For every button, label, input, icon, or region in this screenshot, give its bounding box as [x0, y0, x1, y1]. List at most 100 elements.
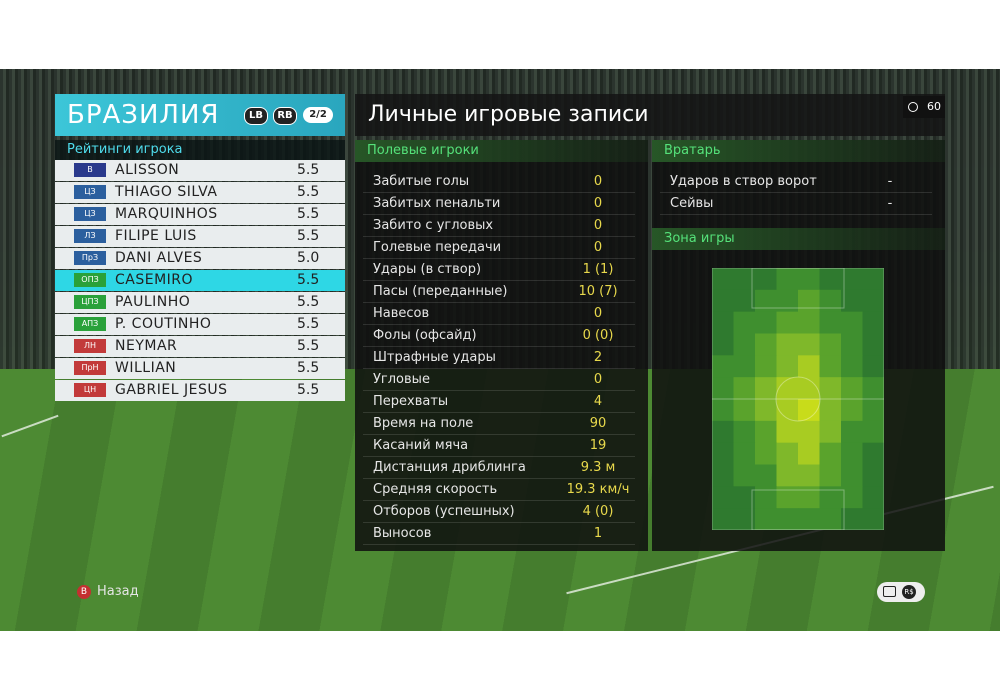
stat-value: 0 — [593, 306, 603, 321]
stat-value: - — [887, 174, 893, 189]
player-row[interactable]: ЦН GABRIEL JESUS 5.5 — [55, 380, 345, 401]
position-badge: ЦЗ — [74, 207, 106, 221]
pitch-marking — [751, 489, 845, 530]
section-title: Зона игры — [652, 228, 945, 250]
stat-label: Фолы (офсайд) — [373, 328, 477, 343]
heat-cell — [776, 508, 799, 530]
player-rating: 5.5 — [297, 338, 320, 354]
team-header: БРАЗИЛИЯ LB RB 2/2 — [55, 94, 345, 136]
pitch-marking — [775, 376, 821, 422]
heat-cell — [733, 333, 756, 356]
player-row[interactable]: ПрН WILLIAN 5.5 — [55, 358, 345, 379]
heat-cell — [841, 508, 863, 530]
heat-cell — [755, 399, 777, 422]
player-rating: 5.5 — [297, 184, 320, 200]
heat-cell — [776, 311, 799, 334]
heat-cell — [712, 442, 734, 465]
player-row[interactable]: В ALISSON 5.5 — [55, 160, 345, 181]
player-rating: 5.0 — [297, 250, 320, 266]
heat-cell — [862, 311, 884, 334]
player-name: MARQUINHOS — [115, 206, 218, 222]
position-badge: ПрЗ — [74, 251, 106, 265]
play-zone-section: Зона игры — [652, 228, 945, 551]
heat-cell — [819, 464, 842, 487]
heat-cell — [862, 377, 884, 400]
player-row[interactable]: ЦЗ THIAGO SILVA 5.5 — [55, 182, 345, 203]
section-title: Вратарь — [652, 140, 945, 162]
heat-cell — [712, 333, 734, 356]
player-rating: 5.5 — [297, 360, 320, 376]
heat-cell — [862, 486, 884, 509]
gk-stats-list: Ударов в створ ворот - Сейвы - — [660, 171, 932, 215]
heat-cell — [733, 377, 756, 400]
chat-icon — [883, 586, 896, 597]
heat-cell — [798, 311, 820, 334]
heat-cell — [862, 399, 884, 422]
player-row[interactable]: АПЗ P. COUTINHO 5.5 — [55, 314, 345, 335]
player-row[interactable]: ПрЗ DANI ALVES 5.0 — [55, 248, 345, 269]
heat-cell — [776, 289, 799, 313]
position-badge: ОПЗ — [74, 273, 106, 287]
heat-cell — [776, 377, 799, 400]
heat-cell — [776, 355, 799, 378]
player-rating: 5.5 — [297, 228, 320, 244]
player-name: CASEMIRO — [115, 272, 194, 288]
stat-row: Забито с угловых 0 — [363, 215, 635, 237]
stat-row: Забитые голы 0 — [363, 171, 635, 193]
heat-cell — [755, 268, 777, 291]
player-name: PAULINHO — [115, 294, 191, 310]
stat-row: Выносов 1 — [363, 523, 635, 545]
heat-cell — [755, 289, 777, 313]
stat-value: - — [887, 196, 893, 211]
heat-cell — [733, 464, 756, 487]
back-label: Назад — [97, 584, 139, 599]
heat-cell — [712, 289, 734, 313]
player-name: ALISSON — [115, 162, 180, 178]
heat-cell — [798, 464, 820, 487]
heat-cell — [733, 289, 756, 313]
player-list: В ALISSON 5.5 ЦЗ THIAGO SILVA 5.5 ЦЗ MARQUINH… — [55, 160, 345, 402]
player-row[interactable]: ОПЗ CASEMIRO 5.5 — [55, 270, 345, 291]
heat-cell — [755, 442, 777, 465]
heat-cell — [712, 486, 734, 509]
stat-row: Перехваты 4 — [363, 391, 635, 413]
stat-label: Средняя скорость — [373, 482, 498, 497]
heat-cell — [776, 464, 799, 487]
stat-label: Пасы (переданные) — [373, 284, 508, 299]
bottom-right-controls[interactable]: R$ — [877, 582, 925, 602]
stat-value: 90 — [589, 416, 607, 431]
heat-cell — [798, 442, 820, 465]
heat-cell — [712, 508, 734, 530]
section-title: Полевые игроки — [355, 140, 648, 162]
stat-label: Выносов — [373, 526, 432, 541]
stat-value: 0 — [593, 218, 603, 233]
lb-button[interactable]: LB — [244, 107, 268, 125]
rb-button[interactable]: RB — [273, 107, 297, 125]
player-rating: 5.5 — [297, 382, 320, 398]
player-rating: 5.5 — [297, 316, 320, 332]
heat-cell — [819, 486, 842, 509]
heat-cell — [776, 420, 799, 444]
stats-title: Личные игровые записи — [355, 94, 945, 136]
heat-cell — [819, 442, 842, 465]
heat-cell — [841, 268, 863, 291]
heat-cell — [776, 268, 799, 291]
heat-cell — [776, 486, 799, 509]
player-row[interactable]: ЦПЗ PAULINHO 5.5 — [55, 292, 345, 313]
player-row[interactable]: ЛЗ FILIPE LUIS 5.5 — [55, 226, 345, 247]
heat-cell — [733, 486, 756, 509]
heat-cell — [862, 508, 884, 530]
heat-cell — [755, 355, 777, 378]
heat-cell — [776, 333, 799, 356]
back-hint[interactable]: B Назад — [77, 584, 139, 599]
player-row[interactable]: ЛН NEYMAR 5.5 — [55, 336, 345, 357]
heat-cell — [712, 311, 734, 334]
position-badge: ЦПЗ — [74, 295, 106, 309]
heat-cell — [712, 268, 734, 291]
stat-value: 2 — [593, 350, 603, 365]
stat-label: Забитых пенальти — [373, 196, 501, 211]
player-row[interactable]: ЦЗ MARQUINHOS 5.5 — [55, 204, 345, 225]
heat-cell — [841, 399, 863, 422]
player-name: NEYMAR — [115, 338, 178, 354]
heat-cell — [733, 442, 756, 465]
